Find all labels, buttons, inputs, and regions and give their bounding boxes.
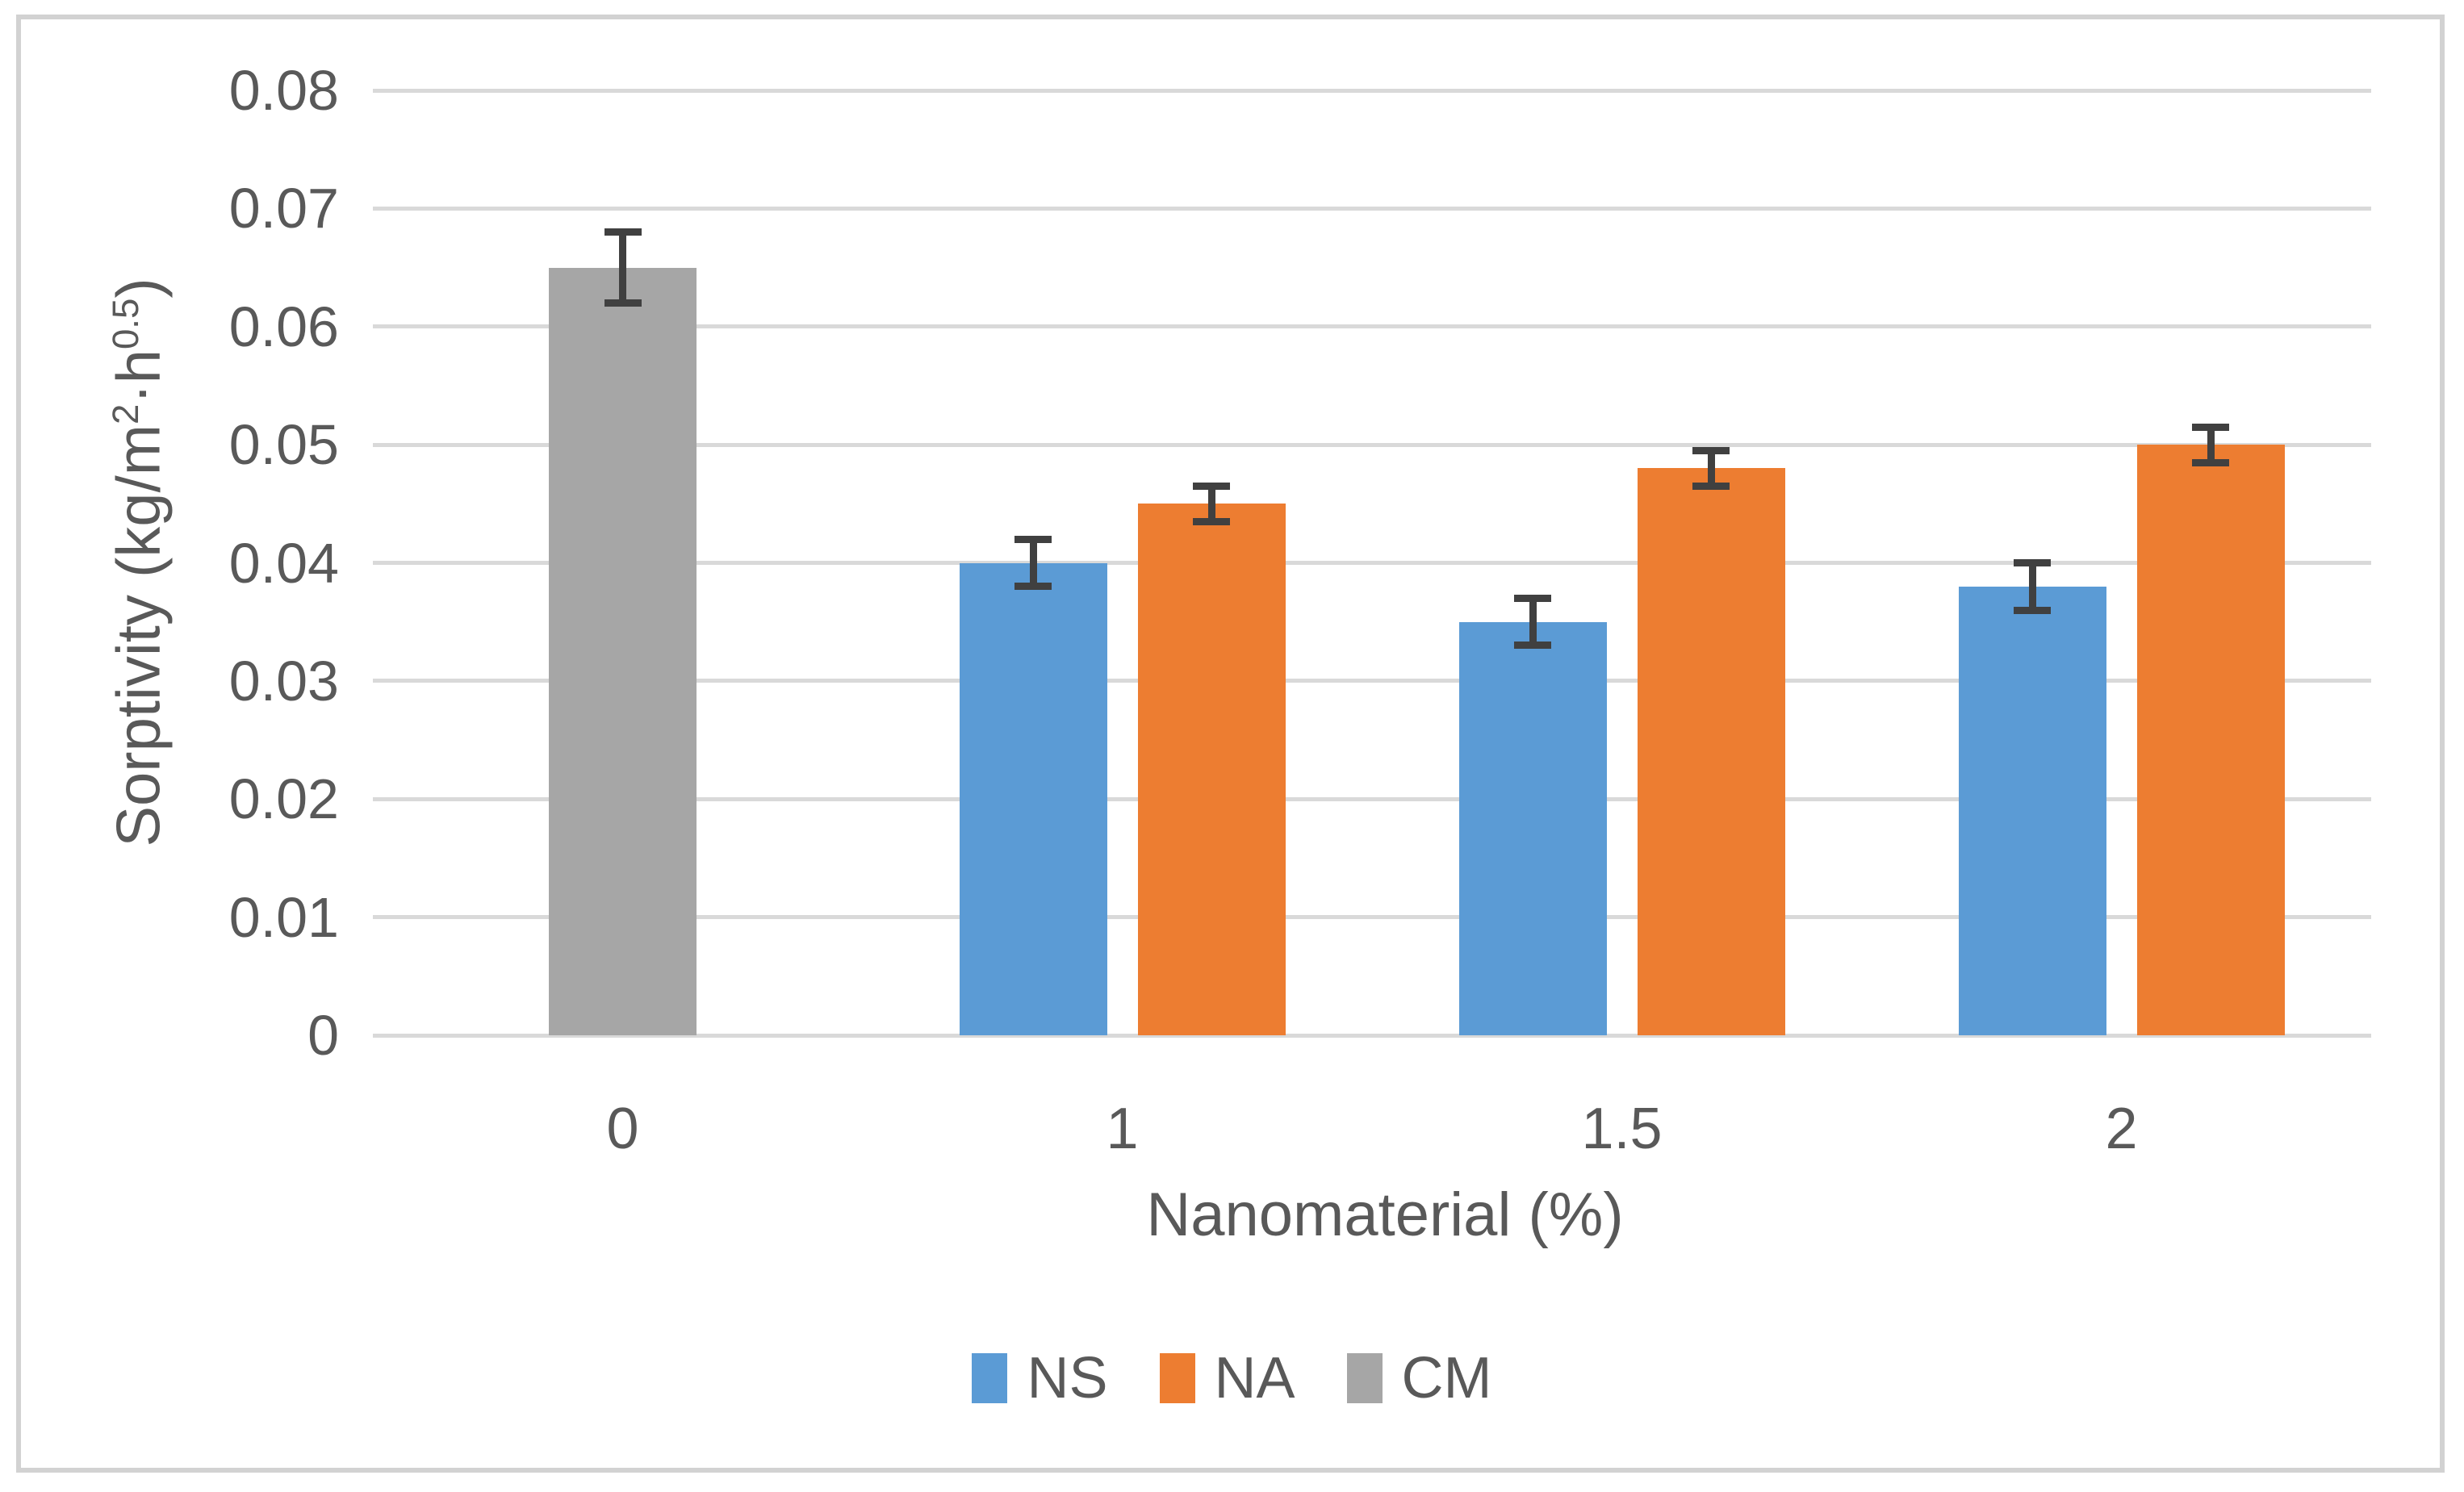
gridline xyxy=(373,561,2371,565)
legend-swatch-ns xyxy=(972,1353,1008,1403)
error-bar-stem xyxy=(1707,450,1715,487)
legend-swatch-na xyxy=(1159,1353,1195,1403)
bar-na xyxy=(1137,504,1286,1035)
gridline xyxy=(373,796,2371,801)
y-tick-label: 0.06 xyxy=(228,295,339,358)
error-bar-cap-top xyxy=(2192,423,2229,431)
error-bar-cap-bottom xyxy=(1193,517,1230,525)
error-bar-cap-bottom xyxy=(2014,606,2051,614)
error-bar-cap-bottom xyxy=(1014,583,1052,591)
legend-swatch-cm xyxy=(1346,1353,1383,1403)
error-bar-cap-bottom xyxy=(1692,482,1730,490)
legend-label-ns: NS xyxy=(1027,1346,1108,1411)
error-bar-stem xyxy=(2207,427,2215,463)
error-bar-cap-top xyxy=(604,228,642,236)
x-tick-label: 0 xyxy=(606,1097,639,1161)
y-tick-label: 0.07 xyxy=(228,177,339,240)
gridline xyxy=(373,324,2371,329)
x-axis-line xyxy=(373,1033,2371,1038)
error-bar-cap-top xyxy=(1514,594,1551,602)
error-bar-stem xyxy=(1207,486,1215,522)
y-tick-label: 0.04 xyxy=(228,531,339,595)
bar-cm xyxy=(549,267,697,1035)
y-tick-label: 0.01 xyxy=(228,885,339,949)
gridline xyxy=(373,679,2371,683)
error-bar-cap-bottom xyxy=(2192,458,2229,466)
bar-ns xyxy=(1458,621,1607,1035)
y-tick-label: 0.03 xyxy=(228,649,339,713)
bar-na xyxy=(2136,445,2285,1035)
bar-na xyxy=(1637,468,1785,1035)
bar-ns xyxy=(1958,586,2106,1035)
bar-ns xyxy=(959,562,1107,1035)
y-tick-label: 0.05 xyxy=(228,413,339,477)
gridline xyxy=(373,915,2371,920)
error-bar-stem xyxy=(1029,539,1037,587)
error-bar-cap-top xyxy=(1193,482,1230,490)
legend: NS NA CM xyxy=(0,1344,2464,1412)
x-tick-label: 1.5 xyxy=(1581,1097,1663,1161)
x-axis-title: Nanomaterial (%) xyxy=(1146,1181,1624,1249)
error-bar-cap-top xyxy=(1014,535,1052,543)
error-bar-cap-bottom xyxy=(604,299,642,307)
legend-item-ns: NS xyxy=(972,1344,1108,1412)
y-tick-label: 0.08 xyxy=(228,59,339,122)
error-bar-stem xyxy=(619,232,626,303)
x-tick-label: 2 xyxy=(2105,1097,2138,1161)
gridline xyxy=(373,442,2371,447)
gridline xyxy=(373,88,2371,93)
legend-label-na: NA xyxy=(1214,1346,1295,1411)
y-tick-label: 0.02 xyxy=(228,767,339,831)
error-bar-cap-top xyxy=(2014,559,2051,566)
legend-item-na: NA xyxy=(1159,1344,1295,1412)
y-tick-label: 0 xyxy=(307,1004,339,1067)
legend-item-cm: CM xyxy=(1346,1344,1492,1412)
error-bar-stem xyxy=(2028,562,2036,611)
gridline xyxy=(373,206,2371,211)
error-bar-stem xyxy=(1529,598,1537,646)
legend-label-cm: CM xyxy=(1401,1346,1492,1411)
error-bar-cap-top xyxy=(1692,446,1730,454)
x-tick-label: 1 xyxy=(1106,1097,1139,1161)
error-bar-cap-bottom xyxy=(1514,642,1551,650)
